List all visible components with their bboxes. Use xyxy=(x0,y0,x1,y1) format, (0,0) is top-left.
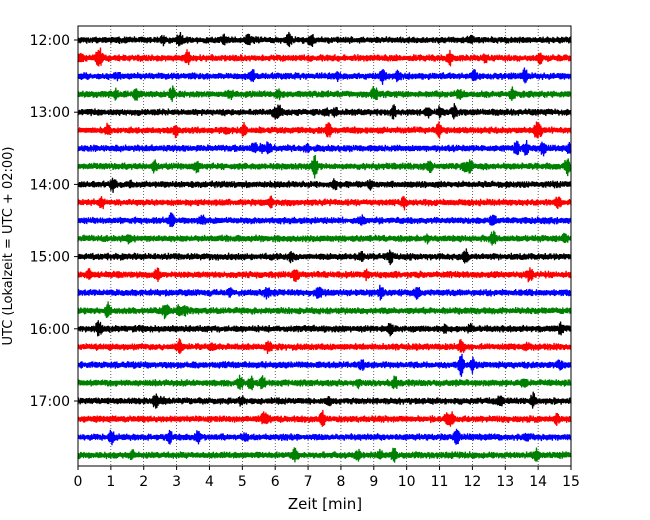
plot-area xyxy=(78,26,571,466)
x-tick-label-14: 14 xyxy=(529,474,547,490)
x-tick-label-10: 10 xyxy=(398,474,416,490)
y-tick-label-1400: 14:00 xyxy=(30,177,70,193)
axes: 0 1 2 3 4 5 6 7 8 9 10 11 12 13 14 1512:0013:0014:0015:… xyxy=(30,25,580,490)
trace-1315 xyxy=(77,121,572,139)
trace-1745 xyxy=(77,447,572,463)
trace-1530 xyxy=(77,284,572,301)
trace-1715 xyxy=(77,409,572,427)
x-axis-label: Zeit [min] xyxy=(288,495,362,513)
trace-1645 xyxy=(77,374,572,391)
trace-1415 xyxy=(77,195,572,211)
trace-1730 xyxy=(77,428,572,446)
y-tick-label-1700: 17:00 xyxy=(30,394,70,410)
trace-1430 xyxy=(77,212,572,228)
trace-1545 xyxy=(77,301,572,320)
plot-frame xyxy=(77,25,572,467)
trace-1345 xyxy=(77,155,572,179)
trace-1215 xyxy=(77,47,572,67)
x-tick-label-4: 4 xyxy=(205,474,214,490)
x-tick-label-0: 0 xyxy=(74,474,83,490)
y-tick-label-1300: 13:00 xyxy=(30,105,70,121)
x-tick-label-1: 1 xyxy=(106,474,115,490)
trace-1600 xyxy=(77,320,572,337)
y-tick-label-1500: 15:00 xyxy=(30,250,70,266)
x-tick-label-3: 3 xyxy=(172,474,181,490)
plot-background xyxy=(78,26,571,466)
trace-1300 xyxy=(77,103,572,120)
trace-1245 xyxy=(77,85,572,102)
x-tick-label-13: 13 xyxy=(496,474,514,490)
trace-1700 xyxy=(77,391,572,409)
x-tick-label-15: 15 xyxy=(562,474,580,490)
trace-1500 xyxy=(77,248,572,266)
y-tick-label-1200: 12:00 xyxy=(30,33,70,49)
trace-1615 xyxy=(77,338,572,354)
x-tick-label-8: 8 xyxy=(336,474,345,490)
trace-1330 xyxy=(77,139,572,157)
y-tick-label-1600: 16:00 xyxy=(30,322,70,338)
trace-1630 xyxy=(77,353,572,377)
y-axis-label: UTC (Lokalzeit = UTC + 02:00) xyxy=(1,147,16,346)
trace-1400 xyxy=(77,177,572,193)
x-tick-label-11: 11 xyxy=(431,474,449,490)
trace-1445 xyxy=(77,230,572,246)
trace-1230 xyxy=(77,67,572,85)
x-tick-label-2: 2 xyxy=(139,474,148,490)
trace-1200 xyxy=(77,31,572,48)
x-tick-label-12: 12 xyxy=(463,474,481,490)
x-tick-label-7: 7 xyxy=(304,474,313,490)
x-tick-label-5: 5 xyxy=(238,474,247,490)
seismic-traces xyxy=(77,31,572,463)
trace-1515 xyxy=(77,267,572,283)
x-tick-label-9: 9 xyxy=(369,474,378,490)
grid-lines xyxy=(110,26,539,466)
x-tick-label-6: 6 xyxy=(271,474,280,490)
